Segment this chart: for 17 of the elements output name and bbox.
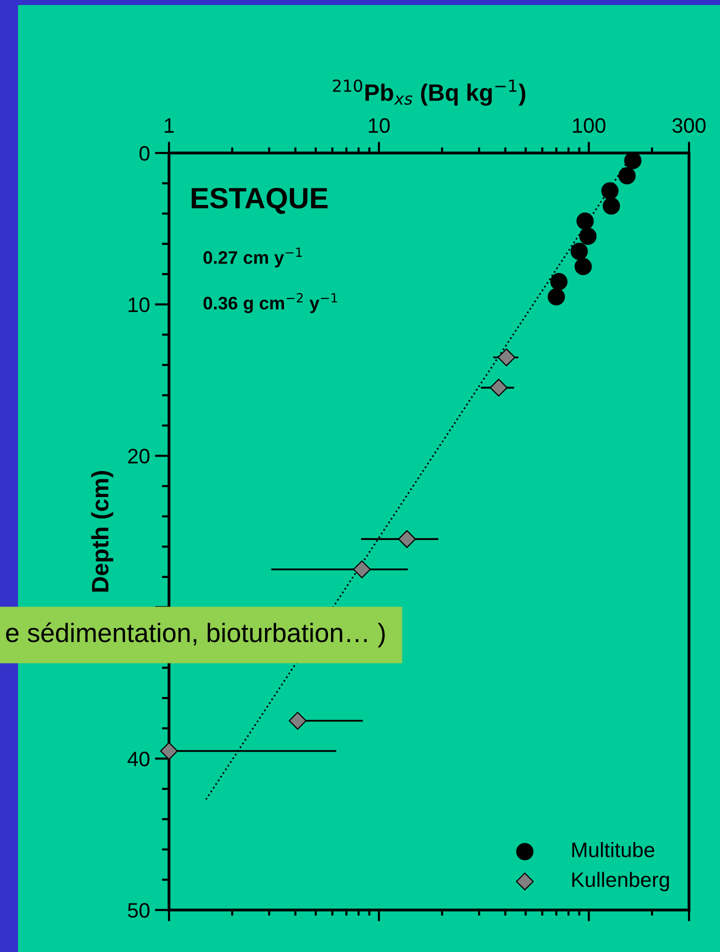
y-tick-label: 0 (139, 146, 150, 161)
y-tick-label: 10 (128, 297, 150, 312)
x-tick-label: 100 (573, 118, 606, 133)
legend-label: Kullenberg (572, 872, 669, 892)
annotation: 0.36 g cm$^{−2}$ y$^{−1}$ (204, 293, 338, 314)
y-tick-label: 40 (128, 752, 150, 766)
x-axis-title: $^{210}$Pb$_{xs}$ (Bq kg$^{−1}$) (332, 79, 526, 106)
x-tick-label: 300 (672, 118, 706, 133)
annotation: e sédimentation, bioturbation… ) (6, 622, 385, 648)
annotation: 0.27 cm y$^{−1}$ (204, 248, 302, 268)
y-tick-label: 50 (128, 903, 150, 918)
legend-label: Multitube (572, 842, 654, 858)
y-axis-title: Depth (cm) (91, 471, 114, 592)
x-tick-label: 1 (164, 118, 174, 133)
annotation: ESTAQUE (192, 188, 328, 214)
x-tick-label: 10 (368, 118, 390, 133)
y-tick-label: 20 (128, 448, 150, 464)
